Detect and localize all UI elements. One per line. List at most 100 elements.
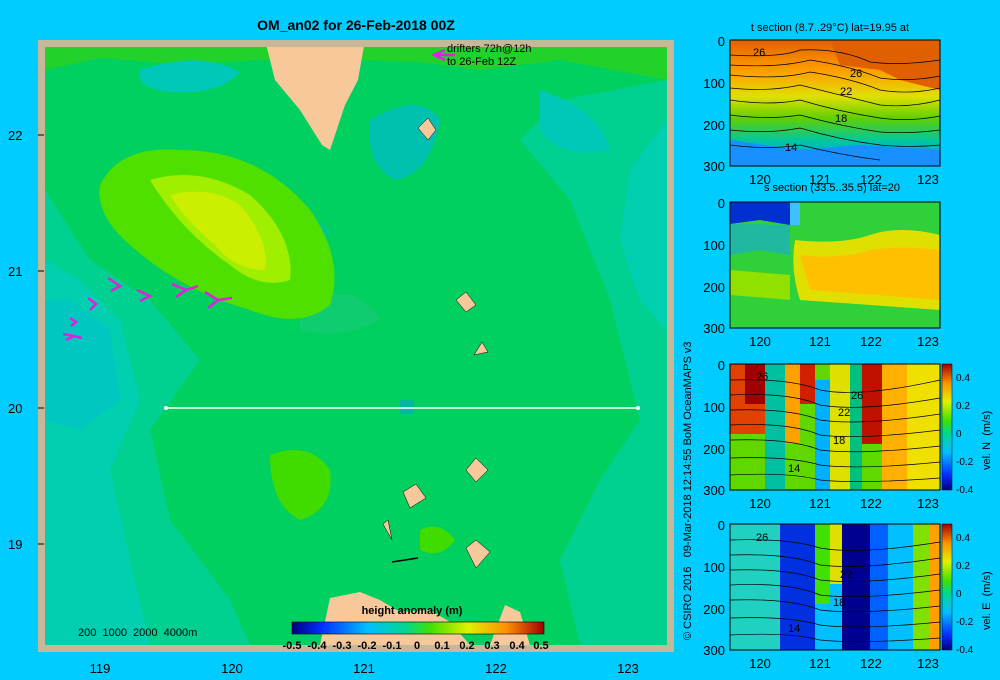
x-tick: 120	[749, 172, 771, 187]
height-anomaly-colorbar: height anomaly (m) -0.5 -0.4 -0.3 -0.2 -…	[283, 605, 549, 652]
contour-label: 18	[835, 113, 847, 125]
cb-tick: 0	[414, 640, 420, 652]
t-section-panel: t section (8.7..29°C) lat=19.95 at 26 26…	[703, 22, 941, 187]
x-tick: 122	[860, 496, 882, 511]
x-tick: 123	[917, 496, 939, 511]
contour-label: 26	[753, 47, 765, 59]
cbar-tick: 0.2	[956, 401, 970, 412]
y-tick: 0	[718, 34, 725, 49]
cbar-tick: 0	[956, 589, 962, 600]
cbar-tick: -0.4	[956, 485, 974, 496]
vel-n-colorbar-label: vel. N (m/s)	[981, 411, 993, 470]
y-tick: 300	[703, 483, 725, 498]
y-tick: 200	[703, 280, 725, 295]
lat-axis: 22 21 20 19	[8, 128, 44, 552]
vel-n-colorbar	[941, 363, 953, 491]
x-tick: 123	[917, 334, 939, 349]
credit-text: © CSIRO 2016 09-Mar-2018 12:14:55 BoM Oc…	[682, 341, 694, 640]
cb-tick: -0.2	[358, 640, 377, 652]
s-section-title: s section (33.5..35.5) lat=20	[764, 182, 900, 194]
cbar-tick: -0.4	[956, 645, 974, 656]
x-tick: 120	[749, 496, 771, 511]
lat-label: 22	[8, 128, 22, 143]
s-section-panel: s section (33.5..35.5) lat=20 0 100 200 …	[703, 182, 941, 349]
vel-n-section-panel: 26 26 22 18 14 0.4 0.2 0 -0.2 -0.4 vel. …	[703, 358, 993, 511]
x-tick: 122	[860, 656, 882, 671]
x-tick: 122	[860, 334, 882, 349]
y-tick: 0	[718, 518, 725, 533]
lon-label: 122	[485, 661, 507, 676]
figure-title: OM_an02 for 26-Feb-2018 00Z	[257, 17, 455, 33]
x-tick: 121	[809, 656, 831, 671]
y-tick: 0	[718, 196, 725, 211]
height-anomaly-map: drifters 72h@12h to 26-Feb 12Z 200 1000 …	[8, 40, 674, 676]
cbar-tick: 0.4	[956, 373, 970, 384]
x-tick: 120	[749, 334, 771, 349]
y-tick: 300	[703, 321, 725, 336]
cbar-tick: -0.2	[956, 617, 974, 628]
drifter-note-line2: to 26-Feb 12Z	[447, 56, 516, 68]
section-line	[164, 406, 640, 410]
contour-label: 26	[756, 532, 768, 544]
depth-legend: 200 1000 2000 4000m	[78, 627, 197, 639]
cbar-tick: 0.4	[956, 533, 970, 544]
lon-label: 123	[617, 661, 639, 676]
cb-tick: -0.5	[283, 640, 302, 652]
contour-label: 26	[851, 390, 863, 402]
lat-label: 20	[8, 401, 22, 416]
colorbar-tick-labels: -0.5 -0.4 -0.3 -0.2 -0.1 0 0.1 0.2 0.3 0…	[283, 640, 549, 652]
small-islands	[382, 117, 491, 569]
contour-label: 14	[788, 463, 800, 475]
y-tick: 100	[703, 400, 725, 415]
lon-label: 121	[353, 661, 375, 676]
cb-tick: 0.3	[484, 640, 499, 652]
y-tick: 300	[703, 643, 725, 658]
contour-label: 26	[756, 371, 768, 383]
cb-tick: -0.3	[333, 640, 352, 652]
y-tick: 200	[703, 118, 725, 133]
contour-label: 26	[850, 68, 862, 80]
lon-label: 119	[90, 661, 111, 676]
y-tick: 100	[703, 560, 725, 575]
lon-axis: 119 120 121 122 123	[90, 661, 639, 676]
cbar-tick: -0.2	[956, 457, 974, 468]
contour-label: 18	[833, 435, 845, 447]
x-tick: 123	[917, 656, 939, 671]
x-tick: 120	[749, 656, 771, 671]
contour-label: 22	[840, 569, 852, 581]
y-tick: 100	[703, 238, 725, 253]
cb-tick: 0.1	[434, 640, 449, 652]
colorbar-title: height anomaly (m)	[362, 605, 463, 617]
x-tick: 123	[917, 172, 939, 187]
land-north	[266, 47, 364, 150]
cbar-tick: 0	[956, 429, 962, 440]
contour-label: 18	[833, 597, 845, 609]
x-tick: 121	[809, 172, 831, 187]
contour-label: 22	[838, 407, 850, 419]
cb-tick: 0.5	[533, 640, 548, 652]
vel-e-colorbar	[941, 523, 953, 651]
vel-e-colorbar-label: vel. E (m/s)	[981, 571, 993, 630]
y-tick: 100	[703, 76, 725, 91]
cb-tick: 0.4	[509, 640, 525, 652]
contour-label: 14	[788, 623, 800, 635]
contour-label: 14	[785, 142, 797, 154]
cb-tick: 0.2	[459, 640, 474, 652]
y-tick: 200	[703, 442, 725, 457]
cb-tick: -0.1	[383, 640, 402, 652]
x-tick: 122	[860, 172, 882, 187]
cbar-tick: 0.2	[956, 561, 970, 572]
t-section-title: t section (8.7..29°C) lat=19.95 at	[751, 22, 909, 34]
lon-label: 120	[221, 661, 243, 676]
lat-label: 21	[8, 264, 22, 279]
x-tick: 121	[809, 334, 831, 349]
contour-label: 22	[840, 86, 852, 98]
y-tick: 200	[703, 602, 725, 617]
cb-tick: -0.4	[308, 640, 328, 652]
y-tick: 300	[703, 159, 725, 174]
x-tick: 121	[809, 496, 831, 511]
drifter-tracks	[62, 48, 455, 342]
drifter-note-line1: drifters 72h@12h	[447, 43, 532, 55]
y-tick: 0	[718, 358, 725, 373]
vel-e-section-panel: 26 22 18 14 0.4 0.2 0 -0.2 -0.4 vel. E (…	[703, 518, 993, 671]
